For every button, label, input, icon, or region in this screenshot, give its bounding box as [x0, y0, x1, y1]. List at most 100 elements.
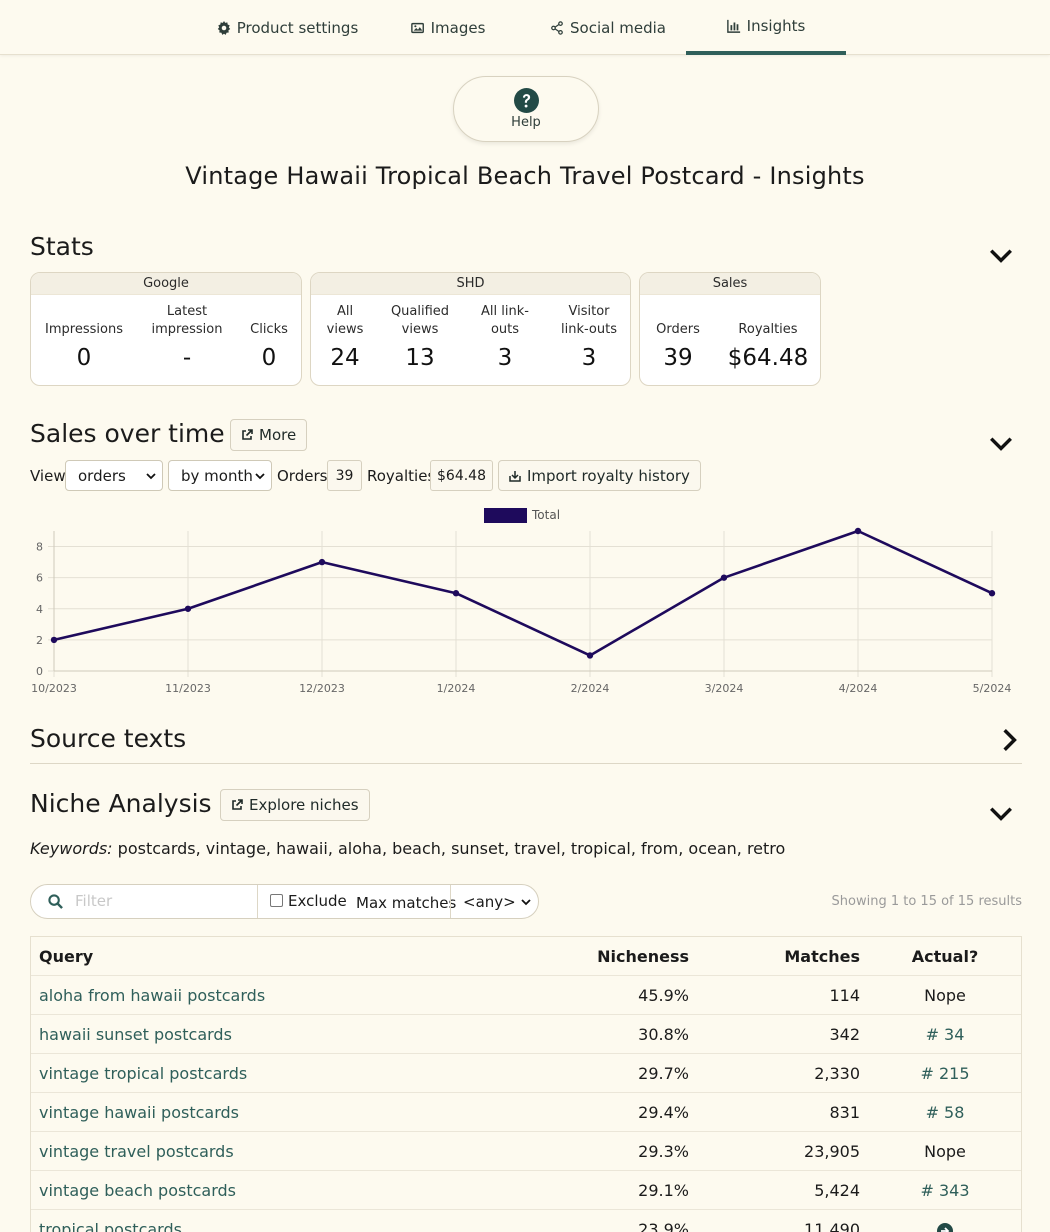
- explore-label: Explore niches: [249, 796, 359, 814]
- view-label: View: [30, 467, 66, 485]
- actual-rank-link[interactable]: # 215: [920, 1064, 970, 1083]
- query-link[interactable]: aloha from hawaii postcards: [39, 986, 266, 1005]
- x-tick-label: 1/2024: [437, 682, 476, 695]
- x-tick-label: 4/2024: [839, 682, 878, 695]
- data-point: [452, 590, 460, 597]
- query-link[interactable]: hawaii sunset postcards: [39, 1025, 232, 1044]
- question-circle-icon: [513, 88, 539, 113]
- royalties-value: $64.48: [430, 460, 493, 491]
- import-royalty-history-button[interactable]: Import royalty history: [498, 460, 701, 491]
- tab-social-media[interactable]: Social media: [540, 0, 676, 55]
- nicheness-value: 23.9%: [638, 1220, 689, 1232]
- nicheness-value: 29.3%: [638, 1142, 689, 1161]
- card-title: Sales: [640, 273, 820, 295]
- matches-value: 2,330: [814, 1064, 860, 1083]
- keywords-label: Keywords:: [30, 839, 113, 858]
- arrow-circle-right-icon[interactable]: [937, 1222, 953, 1232]
- chevron-down-icon[interactable]: [988, 800, 1014, 826]
- tab-label: Insights: [746, 16, 806, 35]
- google-stats-card: Google Impressions 0 Latest impression -…: [30, 272, 302, 386]
- query-link[interactable]: vintage beach postcards: [39, 1181, 236, 1200]
- view-select-value: orders: [78, 466, 126, 485]
- data-point: [50, 636, 58, 644]
- column-header-matches[interactable]: Matches: [784, 947, 860, 966]
- keywords-line: Keywords: postcards, vintage, hawaii, al…: [30, 839, 785, 858]
- exclude-label: Exclude: [288, 892, 347, 910]
- tab-label: Product settings: [236, 18, 359, 37]
- bar-chart-icon: [726, 19, 740, 33]
- stats-heading: Stats: [30, 232, 94, 261]
- max-matches-select[interactable]: <any>: [450, 885, 538, 918]
- y-tick-label: 4: [36, 603, 43, 616]
- max-matches-value: <any>: [463, 892, 516, 911]
- sales-line-chart: Total 10/2023 11/2023 12/2023 1/2024 2/2024 3/…: [31, 508, 1012, 695]
- external-link-icon: [242, 429, 253, 440]
- actual-rank-link[interactable]: # 58: [925, 1103, 965, 1122]
- top-tab-bar: Product settings Images Social media Ins…: [0, 0, 1050, 55]
- actual-value: [891, 1210, 999, 1232]
- tab-insights[interactable]: Insights: [686, 0, 846, 55]
- sales-over-time-heading: Sales over time: [30, 419, 225, 448]
- stat-label: Orders: [656, 322, 700, 337]
- column-header-nicheness[interactable]: Nicheness: [597, 947, 689, 966]
- stat-label: Qualified views: [390, 304, 450, 337]
- chevron-right-icon[interactable]: [996, 727, 1022, 753]
- actual-rank-link[interactable]: # 343: [920, 1181, 970, 1200]
- column-header-actual[interactable]: Actual?: [911, 947, 979, 966]
- x-tick-label: 5/2024: [973, 682, 1012, 695]
- shd-stats-card: SHD All views 24 Qualified views 13 All …: [310, 272, 631, 386]
- stat-orders: Orders 39: [656, 303, 700, 373]
- filter-input[interactable]: Filter: [31, 885, 258, 918]
- table-row: vintage beach postcards 29.1% 5,424 # 343: [31, 1171, 1021, 1210]
- x-tick-label: 3/2024: [705, 682, 744, 695]
- explore-niches-button[interactable]: Explore niches: [220, 789, 370, 821]
- table-row: tropical postcards 23.9% 11,490: [31, 1210, 1021, 1232]
- tab-images[interactable]: Images: [398, 0, 498, 55]
- stat-qualified-views: Qualified views 13: [385, 303, 455, 373]
- sales-stats-card: Sales Orders 39 Royalties $64.48: [639, 272, 821, 386]
- chevron-down-icon: [146, 472, 156, 479]
- query-link[interactable]: tropical postcards: [39, 1220, 182, 1232]
- search-icon: [48, 894, 63, 909]
- data-point: [318, 558, 326, 566]
- table-row: vintage tropical postcards 29.7% 2,330 # 21…: [31, 1054, 1021, 1093]
- table-row: aloha from hawaii postcards 45.9% 114 Nope: [31, 976, 1021, 1015]
- period-select[interactable]: by month: [168, 460, 272, 491]
- y-tick-label: 8: [36, 541, 43, 554]
- stat-value: -: [182, 345, 192, 371]
- chevron-down-icon[interactable]: [988, 242, 1014, 268]
- legend-swatch: [484, 508, 527, 523]
- stat-value: 0: [261, 345, 277, 371]
- data-point: [720, 574, 728, 581]
- y-tick-label: 6: [36, 572, 43, 585]
- external-link-icon: [232, 799, 243, 810]
- help-label: Help: [511, 115, 541, 130]
- stat-value: 24: [330, 345, 360, 371]
- help-button[interactable]: Help: [453, 76, 599, 142]
- stat-label: Visitor link-outs: [561, 304, 617, 337]
- page-title: Vintage Hawaii Tropical Beach Travel Pos…: [185, 162, 865, 190]
- gear-icon: [217, 20, 230, 35]
- table-row: vintage hawaii postcards 29.4% 831 # 58: [31, 1093, 1021, 1132]
- more-button[interactable]: More: [230, 419, 308, 451]
- card-title: SHD: [311, 273, 630, 295]
- column-header-query[interactable]: Query: [39, 947, 94, 966]
- query-link[interactable]: vintage hawaii postcards: [39, 1103, 239, 1122]
- royalties-label: Royalties: [367, 467, 436, 485]
- niche-table: Query Nicheness Matches Actual? aloha fr…: [30, 936, 1022, 1232]
- table-row: hawaii sunset postcards 30.8% 342 # 34: [31, 1015, 1021, 1054]
- matches-value: 11,490: [804, 1220, 860, 1232]
- exclude-checkbox[interactable]: [270, 894, 283, 907]
- stat-value: 39: [663, 345, 693, 371]
- query-link[interactable]: vintage tropical postcards: [39, 1064, 248, 1083]
- keywords-list: postcards, vintage, hawaii, aloha, beach…: [117, 839, 786, 858]
- query-link[interactable]: vintage travel postcards: [39, 1142, 234, 1161]
- chevron-down-icon[interactable]: [988, 430, 1014, 456]
- tab-product-settings[interactable]: Product settings: [205, 0, 370, 55]
- stat-impressions: Impressions 0: [45, 303, 123, 373]
- max-matches-label: Max matches: [356, 894, 457, 912]
- actual-rank-link[interactable]: # 34: [925, 1025, 965, 1044]
- results-count: Showing 1 to 15 of 15 results: [831, 894, 1022, 909]
- matches-value: 831: [829, 1103, 860, 1122]
- view-select[interactable]: orders: [65, 460, 163, 491]
